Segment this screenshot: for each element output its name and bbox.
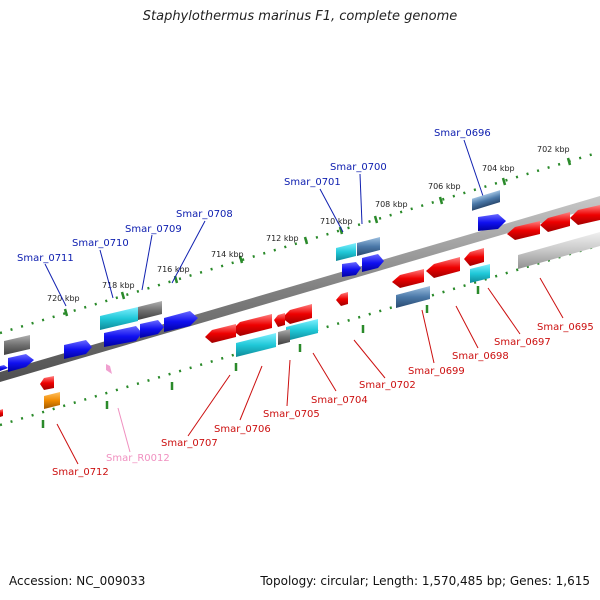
rna-gene-marker[interactable] <box>106 364 112 374</box>
tick-label-720: 720 kbp <box>47 294 80 303</box>
label-leader-lines <box>44 139 564 465</box>
forward-gene-arrow[interactable] <box>362 254 384 272</box>
forward-gene-gray[interactable] <box>4 335 30 355</box>
reverse-gene-cyan[interactable] <box>470 264 490 283</box>
gene-label-smar-0695[interactable]: Smar_0695 <box>537 322 594 333</box>
map-title: Staphylothermus marinus F1, complete gen… <box>142 9 458 24</box>
gene-label-smar-0707[interactable]: Smar_0707 <box>161 438 218 449</box>
tick-label-704: 704 kbp <box>482 164 515 173</box>
tick-label-712: 712 kbp <box>266 234 299 243</box>
gene-label-smar-0702[interactable]: Smar_0702 <box>359 380 416 391</box>
forward-gene-cyan[interactable] <box>100 307 138 330</box>
accession-label: Accession: NC_009033 <box>9 574 146 588</box>
forward-gene-cyan[interactable] <box>336 243 356 261</box>
reverse-gene-arrow[interactable] <box>274 313 285 327</box>
gene-label-smar-0705[interactable]: Smar_0705 <box>263 409 320 420</box>
reverse-gene-light[interactable] <box>518 232 600 269</box>
gene-label-smar-0706[interactable]: Smar_0706 <box>214 424 271 435</box>
forward-gene-labels: Smar_0696 Smar_0700 Smar_0701 Smar_0708 … <box>17 128 491 264</box>
reverse-gene-arrow[interactable] <box>570 205 600 225</box>
gene-label-smar-0712[interactable]: Smar_0712 <box>52 467 109 478</box>
scale-tick-labels: 702 kbp 704 kbp 706 kbp 708 kbp 710 kbp … <box>47 145 570 303</box>
forward-gene-gray[interactable] <box>138 301 162 320</box>
tick-label-708: 708 kbp <box>375 200 408 209</box>
chromosome-backbone <box>0 196 600 382</box>
reverse-gene-arrow[interactable] <box>336 292 348 306</box>
forward-gene-arrow[interactable] <box>342 262 361 277</box>
forward-strand-features <box>0 190 506 372</box>
forward-gene-steel[interactable] <box>472 190 500 211</box>
reverse-gene-arrow[interactable] <box>205 324 236 343</box>
gene-label-smar-0698[interactable]: Smar_0698 <box>452 351 509 362</box>
gene-label-smar-0704[interactable]: Smar_0704 <box>311 395 368 406</box>
gene-label-smar-0710[interactable]: Smar_0710 <box>72 238 129 249</box>
gene-label-smar-0708[interactable]: Smar_0708 <box>176 209 233 220</box>
tick-label-710: 710 kbp <box>320 217 353 226</box>
reverse-gene-arrow[interactable] <box>40 376 54 390</box>
tick-label-714: 714 kbp <box>211 250 244 259</box>
forward-gene-arrow[interactable] <box>164 311 198 332</box>
forward-gene-arrow[interactable] <box>140 320 164 338</box>
tick-label-702: 702 kbp <box>537 145 570 154</box>
forward-gene-arrow[interactable] <box>8 354 34 372</box>
tick-label-718: 718 kbp <box>102 281 135 290</box>
reverse-gene-arrow[interactable] <box>282 304 312 324</box>
reverse-gene-arrow[interactable] <box>464 248 484 266</box>
reverse-gene-arrow[interactable] <box>540 212 570 232</box>
forward-gene-arrow[interactable] <box>64 340 92 359</box>
genome-stats-label: Topology: circular; Length: 1,570,485 bp… <box>260 574 590 588</box>
reverse-gene-orange[interactable] <box>44 392 60 409</box>
gene-label-smar-0700[interactable]: Smar_0700 <box>330 162 387 173</box>
gene-label-smar-0711[interactable]: Smar_0711 <box>17 253 74 264</box>
gene-label-smar-0696[interactable]: Smar_0696 <box>434 128 491 139</box>
tick-label-716: 716 kbp <box>157 265 190 274</box>
forward-gene-arrow[interactable] <box>478 214 506 231</box>
reverse-gene-arrow[interactable] <box>426 257 460 278</box>
reverse-gene-labels: Smar_0695 Smar_0697 Smar_0698 Smar_0699 … <box>52 322 594 478</box>
reverse-gene-arrow[interactable] <box>507 221 540 240</box>
reverse-gene-steel[interactable] <box>396 286 430 308</box>
gene-label-smar-0701[interactable]: Smar_0701 <box>284 177 341 188</box>
forward-gene-arrow[interactable] <box>104 326 142 347</box>
reverse-gene-gray[interactable] <box>278 329 290 345</box>
reverse-gene-arrow[interactable] <box>0 409 3 417</box>
gene-label-smar-r0012[interactable]: Smar_R0012 <box>106 453 170 464</box>
reverse-strand-features <box>0 205 600 417</box>
gene-label-smar-0699[interactable]: Smar_0699 <box>408 366 465 377</box>
reverse-gene-arrow[interactable] <box>392 269 424 288</box>
gene-label-smar-0709[interactable]: Smar_0709 <box>125 224 182 235</box>
reverse-gene-cyan[interactable] <box>236 333 276 357</box>
gene-label-smar-0697[interactable]: Smar_0697 <box>494 337 551 348</box>
tick-label-706: 706 kbp <box>428 182 461 191</box>
forward-gene-arrow[interactable] <box>0 365 8 371</box>
reverse-gene-cyan[interactable] <box>286 319 318 341</box>
reverse-gene-arrow[interactable] <box>232 314 272 336</box>
forward-gene-gray[interactable] <box>357 237 380 256</box>
